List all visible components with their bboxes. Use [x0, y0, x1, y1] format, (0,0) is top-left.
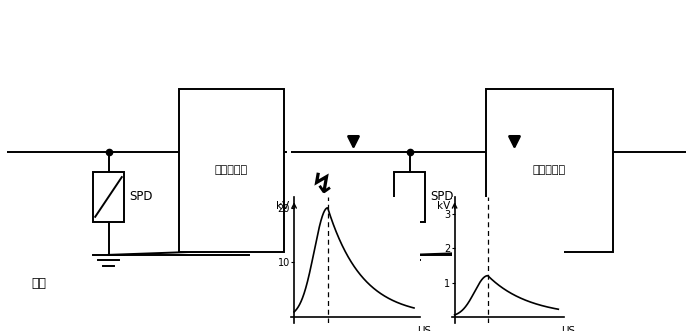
Text: 被保护设备: 被保护设备 [533, 166, 566, 175]
Text: ↯: ↯ [310, 171, 334, 199]
Bar [394, 172, 425, 222]
Text: 被保护设备: 被保护设备 [214, 166, 248, 175]
Text: kV: kV [276, 201, 289, 211]
Bar [93, 172, 124, 222]
Text: US: US [418, 326, 432, 331]
Text: 大地: 大地 [336, 276, 351, 290]
Bar [486, 89, 612, 252]
Text: SPD: SPD [130, 190, 153, 204]
Text: SPD: SPD [430, 190, 454, 204]
Bar [178, 89, 284, 252]
Text: kV: kV [438, 201, 451, 211]
Text: 大地: 大地 [32, 276, 46, 290]
Text: US: US [561, 326, 575, 331]
Text: 雷电电涌冲击: 雷电电涌冲击 [290, 202, 335, 215]
